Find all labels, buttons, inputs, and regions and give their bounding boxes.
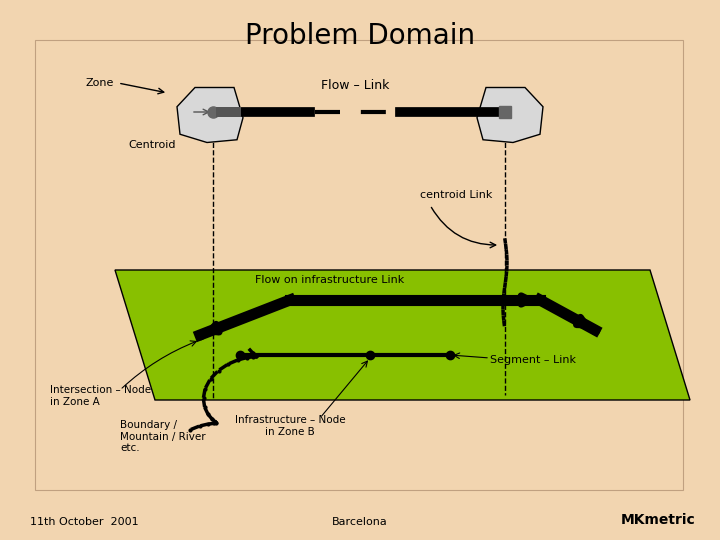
Text: Centroid: Centroid	[128, 140, 176, 150]
Text: Flow – Link: Flow – Link	[321, 79, 390, 92]
Text: Problem Domain: Problem Domain	[245, 22, 475, 50]
Text: Zone: Zone	[85, 78, 113, 88]
Polygon shape	[115, 270, 690, 400]
Polygon shape	[177, 87, 243, 143]
Text: Barcelona: Barcelona	[332, 517, 388, 527]
Text: Flow on infrastructure Link: Flow on infrastructure Link	[256, 275, 405, 285]
Text: Intersection – Node
in Zone A: Intersection – Node in Zone A	[50, 385, 151, 407]
Polygon shape	[477, 87, 543, 143]
Text: MKmetric: MKmetric	[620, 513, 695, 527]
Text: Boundary /
Mountain / River
etc.: Boundary / Mountain / River etc.	[120, 420, 206, 453]
Text: Segment – Link: Segment – Link	[490, 355, 576, 365]
Text: centroid Link: centroid Link	[420, 190, 492, 200]
FancyBboxPatch shape	[35, 40, 683, 490]
Text: Infrastructure – Node
in Zone B: Infrastructure – Node in Zone B	[235, 415, 346, 437]
Text: 11th October  2001: 11th October 2001	[30, 517, 139, 527]
FancyBboxPatch shape	[216, 107, 241, 117]
